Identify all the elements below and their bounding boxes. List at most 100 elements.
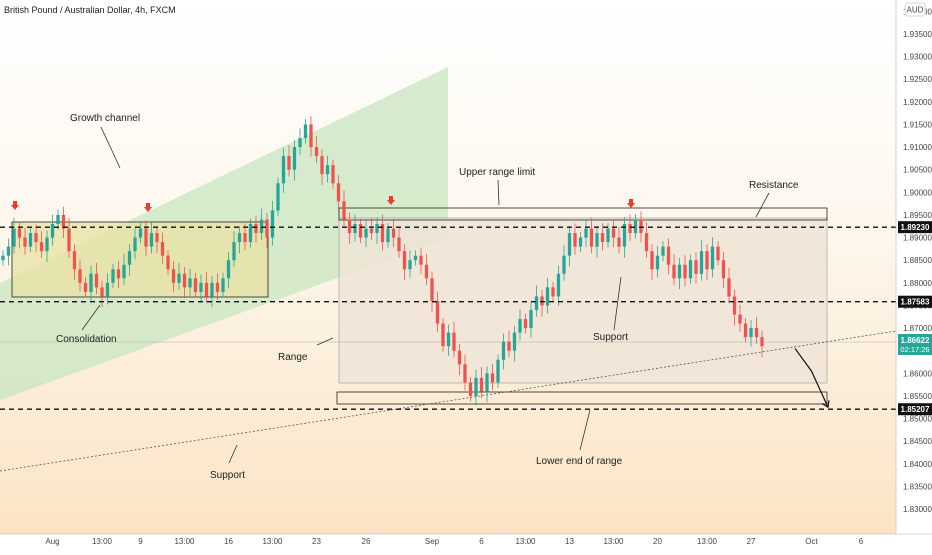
candle xyxy=(556,265,561,306)
annotation-range: Range xyxy=(278,352,308,363)
candle xyxy=(677,257,682,290)
candle xyxy=(595,226,599,258)
candle xyxy=(600,223,605,251)
svg-text:1.85207: 1.85207 xyxy=(901,405,930,414)
candle xyxy=(61,206,66,239)
candle xyxy=(298,128,302,156)
candle xyxy=(237,226,242,253)
key-level-label: 1.87583 xyxy=(898,295,932,308)
candle xyxy=(369,217,374,240)
candle xyxy=(347,212,352,244)
candle xyxy=(265,212,269,249)
candle xyxy=(391,220,396,248)
price-axis[interactable]: 1.83000 1.83500 1.84000 1.84500 1.85000 1.855… xyxy=(895,0,932,534)
candle xyxy=(1,250,5,266)
candle xyxy=(397,226,401,258)
x-tick-label: 16 xyxy=(224,537,233,546)
candle xyxy=(754,317,759,344)
candle xyxy=(611,220,616,248)
candle xyxy=(243,223,247,251)
candle xyxy=(160,232,165,264)
y-tick-label: 1.86000 xyxy=(903,369,932,378)
svg-text:1.87583: 1.87583 xyxy=(901,298,930,307)
support-trendline xyxy=(0,330,897,472)
x-tick-label: 6 xyxy=(479,537,484,546)
x-tick-label: 13 xyxy=(565,537,574,546)
x-tick-label: 23 xyxy=(312,537,321,546)
x-tick-label: 20 xyxy=(653,537,662,546)
candle xyxy=(127,244,132,276)
candle xyxy=(254,215,258,243)
candle xyxy=(309,116,313,157)
candle xyxy=(468,376,473,402)
candle xyxy=(100,280,104,308)
annotation-resistance: Resistance xyxy=(749,180,799,191)
candle xyxy=(314,136,319,163)
key-level-label: 1.89230 xyxy=(898,221,932,234)
candle xyxy=(644,222,649,258)
candle xyxy=(325,155,330,183)
candle xyxy=(215,273,220,301)
candle xyxy=(507,330,511,358)
candle xyxy=(56,209,60,230)
current-price-tag: 1.86622 02:17:26 xyxy=(898,334,932,355)
y-tick-label: 1.84500 xyxy=(903,437,932,446)
y-tick-label: 1.85000 xyxy=(903,415,932,424)
candle xyxy=(276,177,280,216)
y-tick-label: 1.89000 xyxy=(903,234,932,243)
y-tick-label: 1.91000 xyxy=(903,143,932,152)
y-tick-label: 1.84000 xyxy=(903,460,932,469)
annotation-support-trendline: Support xyxy=(210,470,245,481)
candle xyxy=(551,281,555,302)
candle xyxy=(479,367,484,399)
candle xyxy=(122,253,126,286)
candle xyxy=(727,267,731,304)
candle xyxy=(578,232,583,253)
candle xyxy=(534,285,539,317)
projection-path xyxy=(794,348,829,408)
candle xyxy=(67,217,71,258)
candle xyxy=(133,228,137,260)
candle xyxy=(336,175,341,211)
candle xyxy=(303,119,308,144)
candle xyxy=(232,231,236,267)
candle xyxy=(116,261,121,288)
candle xyxy=(633,214,638,239)
candle xyxy=(694,252,698,284)
time-axis[interactable]: Aug 13:00 9 13:00 16 13:00 23 26 Sep 6 13:00 13 13:0… xyxy=(0,533,932,550)
candle xyxy=(413,250,418,266)
candle xyxy=(760,330,764,358)
x-tick-label: Sep xyxy=(425,537,440,546)
candle xyxy=(402,244,407,281)
candle xyxy=(171,261,176,293)
chart-title: British Pound / Australian Dollar, 4h, F… xyxy=(4,5,176,15)
candle xyxy=(496,354,500,388)
down-arrow-icon xyxy=(387,196,395,205)
candle xyxy=(149,222,154,254)
y-tick-label: 1.87000 xyxy=(903,324,932,333)
candle xyxy=(699,240,704,281)
candle xyxy=(650,244,654,281)
arrowhead-icon xyxy=(821,400,830,409)
candle xyxy=(666,238,671,275)
projection-group xyxy=(794,348,830,409)
candle xyxy=(562,244,566,281)
candle xyxy=(430,271,434,312)
candle xyxy=(721,252,726,288)
annotation-consolidation: Consolidation xyxy=(56,334,117,345)
candles-group xyxy=(1,116,764,406)
candle xyxy=(287,145,291,177)
candle xyxy=(221,272,225,298)
candle xyxy=(463,354,467,391)
y-tick-label: 1.88500 xyxy=(903,256,932,265)
candle xyxy=(105,273,110,305)
candle xyxy=(364,220,368,248)
candle xyxy=(743,318,748,343)
currency-badge[interactable]: AUD xyxy=(904,2,926,17)
x-tick-label: 13:00 xyxy=(515,537,536,546)
candle xyxy=(259,208,264,240)
candle xyxy=(39,231,44,258)
candle xyxy=(204,271,209,304)
